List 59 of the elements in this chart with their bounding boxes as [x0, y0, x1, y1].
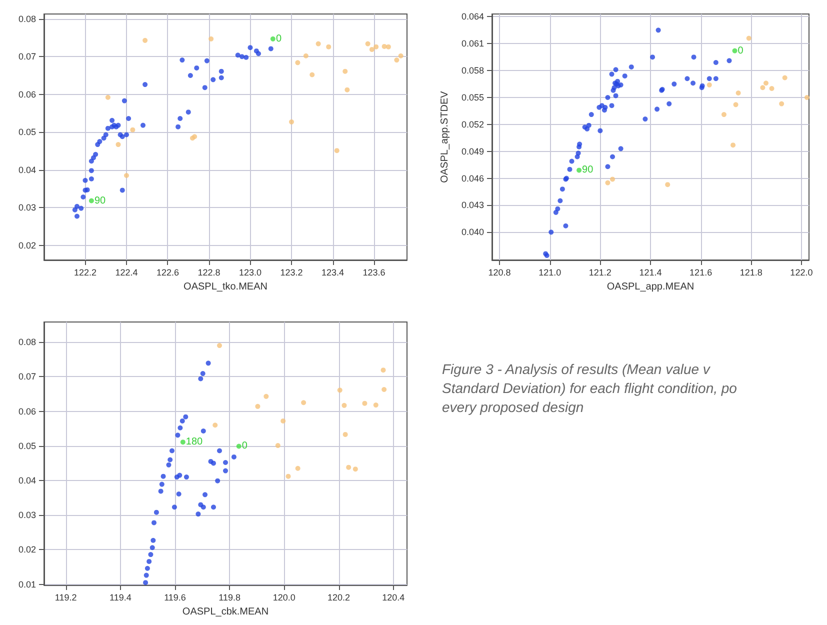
- y-tick-label: 0.03: [18, 510, 36, 520]
- annotation: 90: [94, 195, 106, 206]
- x-tick-label: 123.4: [321, 268, 344, 278]
- text: every proposed design: [442, 398, 585, 417]
- y-tick-label: 0.07: [18, 372, 36, 382]
- x-tick-label: 120.4: [382, 592, 405, 602]
- y-tick-label: 0.058: [461, 66, 484, 76]
- x-tick-label: 122.2: [74, 268, 97, 278]
- annotation: 180: [186, 436, 204, 448]
- y-tick-label: 0.08: [18, 337, 36, 348]
- x-tick-label: 122.4: [115, 268, 138, 278]
- y-tick-label: 0.052: [461, 119, 484, 130]
- x-tick-label: 120.0: [272, 592, 296, 602]
- x-tick-label: 121.8: [740, 268, 762, 278]
- y-tick-label: 0.02: [18, 240, 36, 250]
- x-tick-label: 119.6: [164, 592, 186, 602]
- annotation: 0: [276, 33, 282, 44]
- x-axis-title: OASPL_app.MEAN: [606, 282, 694, 292]
- x-tick-label: 120.2: [328, 592, 350, 602]
- annotation: 0: [738, 45, 744, 56]
- y-tick-label: 0.049: [461, 146, 484, 156]
- x-tick-label: 123.2: [280, 268, 303, 278]
- y-tick-label: 0.05: [18, 127, 36, 138]
- y-tick-label: 0.03: [18, 202, 36, 213]
- y-tick-label: 0.046: [461, 173, 484, 184]
- y-tick-label: 0.06: [18, 89, 36, 100]
- x-tick-label: 122.8: [198, 268, 220, 278]
- x-tick-label: 119.4: [109, 592, 132, 602]
- x-tick-label: 119.2: [54, 592, 77, 602]
- y-tick-label: 0.04: [18, 164, 36, 175]
- y-tick-label: 0.061: [461, 38, 484, 49]
- y-tick-label: 0.05: [18, 440, 36, 451]
- annotation: 90: [582, 164, 594, 176]
- x-tick-label: 121.0: [538, 268, 562, 278]
- x-tick-label: 122.6: [156, 268, 180, 278]
- x-tick-label: 123.6: [362, 268, 386, 278]
- annotation: 0: [242, 440, 248, 452]
- x-axis-title: OASPL_tko.MEAN: [184, 282, 268, 292]
- y-tick-label: 0.08: [18, 14, 36, 24]
- y-tick-label: 0.043: [461, 200, 484, 210]
- y-tick-label: 0.01: [18, 579, 36, 590]
- x-tick-label: 123.0: [238, 268, 262, 278]
- caption: Figure 3 - Analysis of results (Mean value v: [442, 360, 712, 379]
- y-tick-label: 0.02: [18, 544, 36, 555]
- y-tick-label: 0.04: [18, 475, 36, 486]
- x-tick-label: 122.0: [790, 268, 813, 278]
- x-tick-label: 119.8: [218, 592, 241, 602]
- y-axis-title: OASPL_app.STDEV: [440, 90, 450, 183]
- y-tick-label: 0.06: [18, 406, 36, 416]
- text: Standard Deviation) for each flight condition, po: [442, 379, 738, 398]
- x-tick-label: 121.2: [588, 268, 612, 278]
- y-tick-label: 0.055: [461, 92, 484, 102]
- x-tick-label: 121.4: [639, 268, 662, 278]
- y-tick-label: 0.064: [461, 12, 484, 22]
- y-tick-label: 0.07: [18, 52, 36, 62]
- y-tick-label: 0.040: [461, 227, 484, 238]
- x-axis-title: OASPL_cbk.MEAN: [182, 606, 269, 618]
- x-tick-label: 120.8: [488, 268, 511, 278]
- x-tick-label: 121.6: [690, 268, 712, 278]
